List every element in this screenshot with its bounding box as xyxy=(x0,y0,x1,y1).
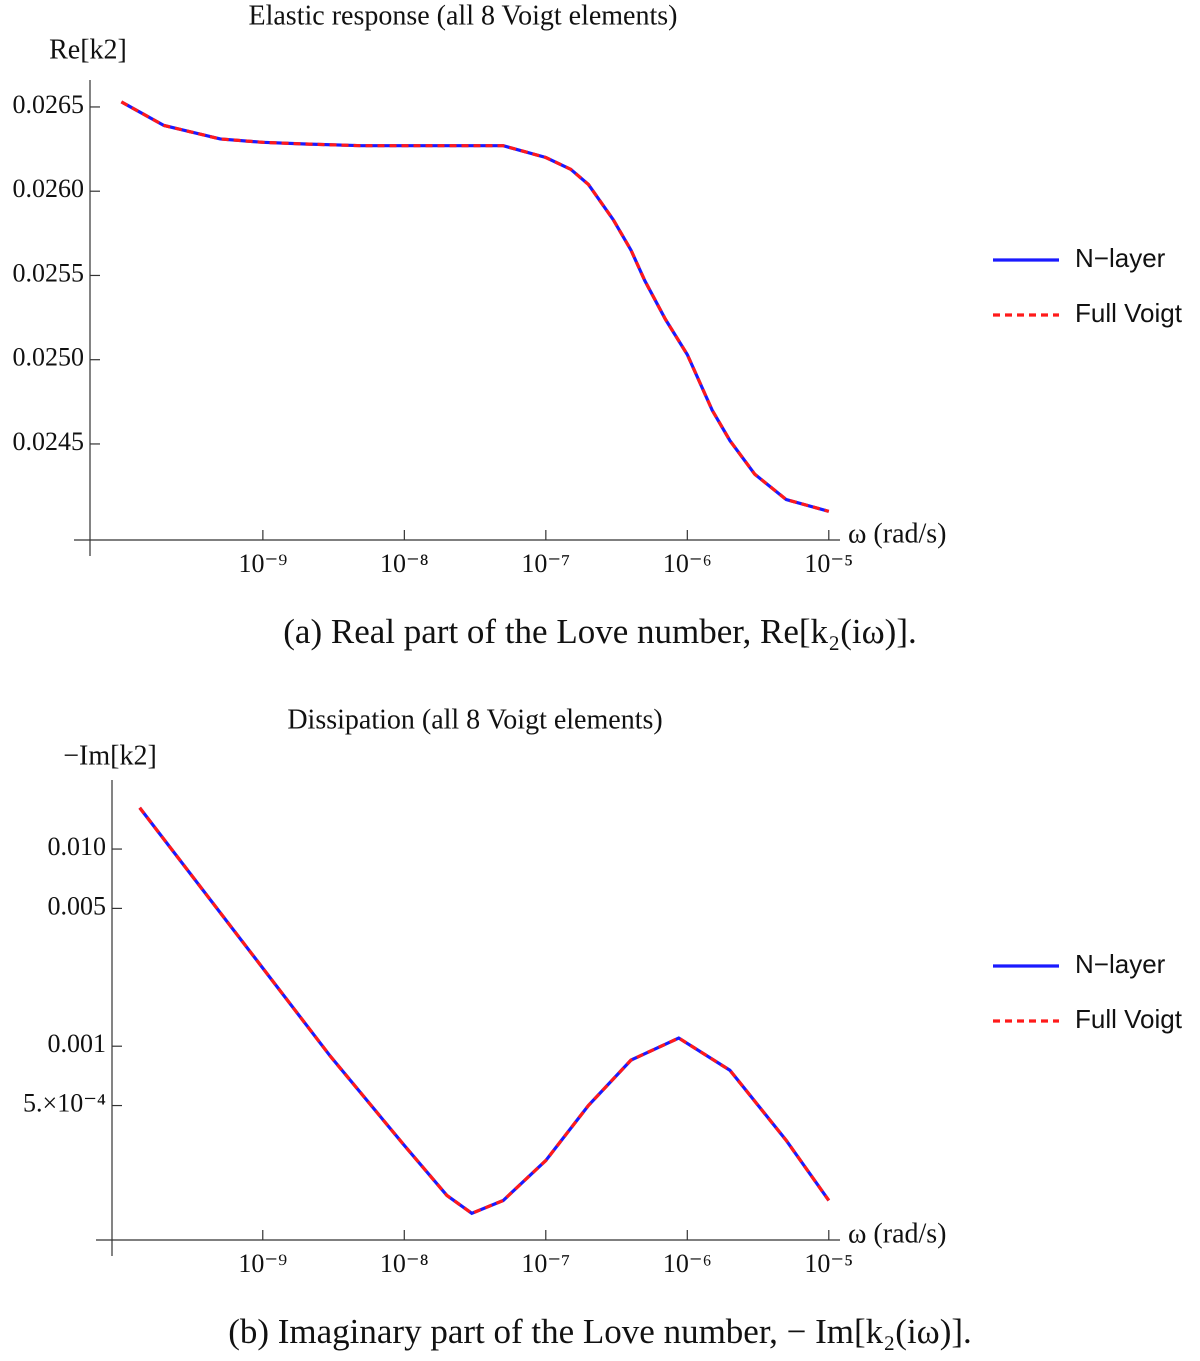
y-tick-label: 0.010 xyxy=(48,832,107,861)
chart-title: Elastic response (all 8 Voigt elements) xyxy=(249,0,678,31)
x-tick-label: 10⁻⁷ xyxy=(521,1249,570,1278)
y-tick-label: 0.0250 xyxy=(13,343,85,372)
legend-label: Full Voigt xyxy=(1075,298,1183,328)
y-tick-label: 0.001 xyxy=(48,1029,107,1058)
x-tick-label: 10⁻⁶ xyxy=(663,549,712,578)
x-tick-label: 10⁻⁵ xyxy=(804,1249,853,1278)
caption: (a) Real part of the Love number, Re[k₂(… xyxy=(283,612,916,651)
legend-label: N−layer xyxy=(1075,949,1166,979)
y-tick-label: 0.0255 xyxy=(13,258,85,287)
x-axis-label: ω (rad/s) xyxy=(848,518,947,549)
y-axis-label: −Im[k2] xyxy=(63,740,157,771)
legend-label: N−layer xyxy=(1075,243,1166,273)
y-tick-label: 0.005 xyxy=(48,891,107,920)
x-tick-label: 10⁻⁸ xyxy=(380,1249,429,1278)
y-tick-label: 0.0260 xyxy=(13,174,85,203)
x-tick-label: 10⁻⁸ xyxy=(380,549,429,578)
y-tick-label: 0.0265 xyxy=(13,90,85,119)
x-tick-label: 10⁻⁹ xyxy=(238,549,287,578)
chart-title: Dissipation (all 8 Voigt elements) xyxy=(287,704,662,735)
x-tick-label: 10⁻⁶ xyxy=(663,1249,712,1278)
y-tick-label: 0.0245 xyxy=(13,427,85,456)
x-axis-label: ω (rad/s) xyxy=(848,1218,947,1249)
data-line xyxy=(120,100,830,513)
data-line xyxy=(120,100,830,513)
y-axis-label: Re[k2] xyxy=(49,34,127,65)
x-tick-label: 10⁻⁹ xyxy=(238,1249,287,1278)
caption: (b) Imaginary part of the Love number, −… xyxy=(228,1312,972,1351)
data-line xyxy=(138,806,831,1216)
legend-label: Full Voigt xyxy=(1075,1004,1183,1034)
y-tick-label: 5.×10⁻⁴ xyxy=(23,1089,106,1118)
x-tick-label: 10⁻⁷ xyxy=(521,549,570,578)
data-line xyxy=(138,806,831,1216)
x-tick-label: 10⁻⁵ xyxy=(804,549,853,578)
